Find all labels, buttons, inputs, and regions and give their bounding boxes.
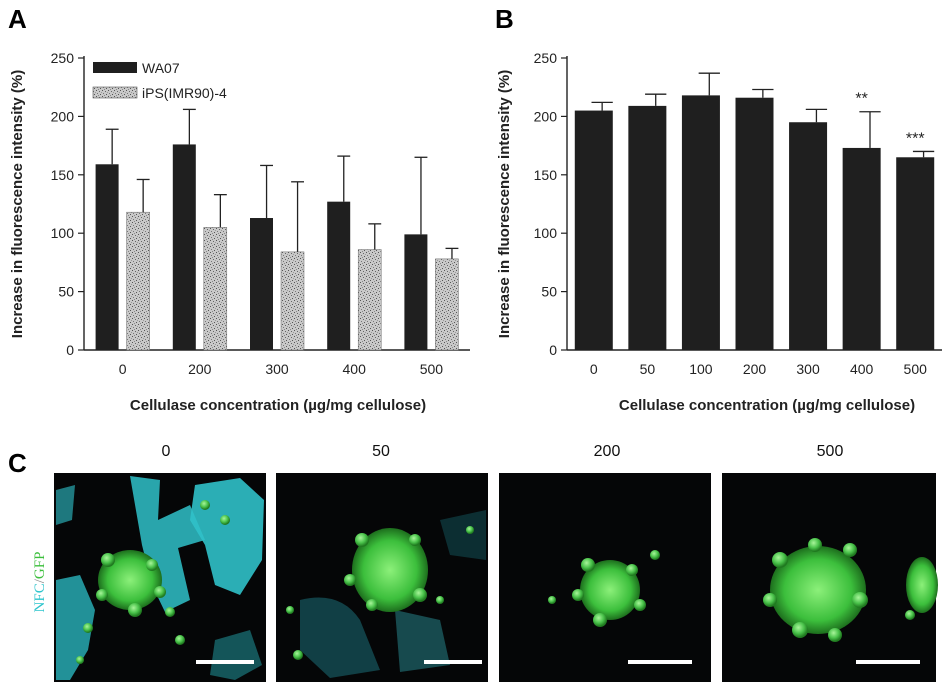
micrograph-title-3: 200 [594,443,621,460]
x-tick-label: 500 [420,361,444,377]
scale-bar [196,660,254,664]
micrograph-title-1: 0 [162,443,171,460]
significance-marker: ** [855,91,867,108]
x-tick-label: 300 [265,361,289,377]
micrograph-3 [499,473,711,682]
x-tick-label: 300 [796,361,820,377]
y-tick-label: 100 [534,225,558,241]
bar [735,97,774,350]
legend-label-ips: iPS(IMR90)-4 [142,85,227,101]
chart-a: Increase in fluorescence intensity (%) C… [9,50,470,414]
significance-marker: *** [906,130,925,147]
y-tick-label: 100 [51,225,75,241]
x-tick-label: 400 [343,361,367,377]
y-tick-label: 250 [51,50,75,66]
chart-b-y-axis-title: Increase in fluorescence intensity (%) [496,70,513,338]
x-tick-label: 0 [119,361,127,377]
gfp-cluster [763,538,938,642]
channel-label-gfp: GFP [32,552,48,580]
panel-c-label: C [8,448,27,478]
bar [280,251,305,351]
micrograph-4 [722,473,938,682]
y-tick-label: 200 [534,108,558,124]
chart-a-legend: WA07 iPS(IMR90)-4 [92,60,227,101]
panel-b-label: B [495,4,514,34]
scale-bar [628,660,692,664]
bar [681,95,720,350]
gfp-cluster [76,500,230,664]
bar [842,147,881,350]
micrograph-1 [54,473,266,682]
chart-b: Increase in fluorescence intensity (%) C… [496,50,942,414]
nfc-fibers [300,510,486,678]
x-tick-label: 0 [590,361,598,377]
chart-a-y-axis-title: Increase in fluorescence intensity (%) [9,70,26,338]
gfp-cluster [286,526,474,660]
bar [250,218,273,350]
chart-a-x-axis-title: Cellulase concentration (µg/mg cellulose… [130,397,426,414]
bar [574,110,613,350]
channel-label: NFC/GFP [32,552,48,613]
bar [404,234,428,350]
bar [172,144,196,350]
x-tick-label: 50 [640,361,656,377]
y-tick-label: 50 [58,284,74,300]
nfc-fibers [56,476,264,680]
panel-a-label: A [8,4,27,34]
gfp-cluster [548,550,660,627]
y-tick-label: 200 [51,108,75,124]
micrograph-title-4: 500 [817,443,844,460]
micrograph-title-2: 50 [372,443,390,460]
chart-b-x-axis-title: Cellulase concentration (µg/mg cellulose… [619,397,915,414]
scale-bar [856,660,920,664]
y-tick-label: 150 [534,167,558,183]
bar [357,249,382,351]
x-tick-label: 400 [850,361,874,377]
x-tick-label: 100 [689,361,713,377]
svg-text:NFC/GFP: NFC/GFP [32,552,48,613]
y-tick-label: 250 [534,50,558,66]
bar [95,164,119,350]
micrograph-2 [276,473,488,682]
x-tick-label: 500 [904,361,928,377]
x-tick-label: 200 [743,361,767,377]
scale-bar [424,660,482,664]
legend-swatch-ips [92,86,138,99]
channel-label-nfc: NFC [32,583,48,612]
x-tick-label: 200 [188,361,212,377]
y-tick-label: 50 [541,284,557,300]
bar [628,105,667,350]
bar [203,227,228,351]
legend-swatch-wa07 [93,62,137,73]
bar [327,201,351,350]
bar [896,157,935,350]
bar [789,122,828,351]
y-tick-label: 0 [66,342,74,358]
y-tick-label: 150 [51,167,75,183]
legend-label-wa07: WA07 [142,60,180,76]
channel-label-separator: / [32,578,48,583]
bar [435,258,459,351]
bar [126,211,150,351]
y-tick-label: 0 [549,342,557,358]
micrograph-panel: 0 50 200 500 NFC/GFP [32,443,938,682]
